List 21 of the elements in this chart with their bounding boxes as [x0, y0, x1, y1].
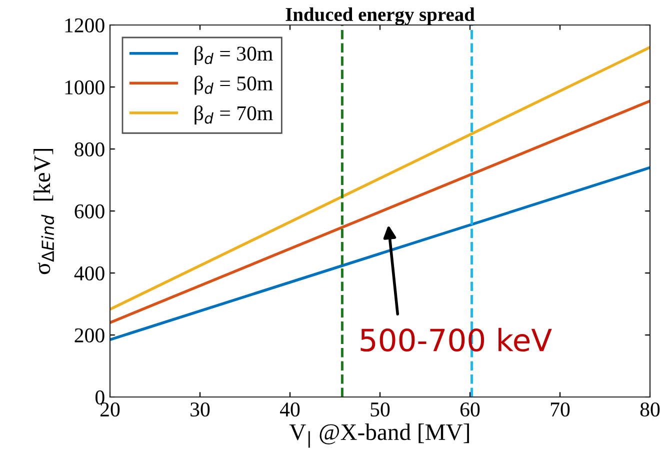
y-tick-label: 800: [74, 142, 104, 156]
y-tick-label: 200: [74, 328, 104, 342]
y-tick-label: 1000: [65, 80, 104, 94]
y-tick-label: 600: [74, 204, 104, 218]
y-tick-label: 400: [74, 266, 104, 280]
x-tick-label: 80: [640, 402, 660, 417]
x-axis-title: V$_{|}$ @X-band [MV]: [289, 424, 469, 448]
x-tick-label: 40: [280, 402, 300, 417]
y-tick-label: 0: [96, 390, 104, 404]
x-tick-label: 30: [190, 402, 210, 417]
chart-title: Induced energy spread: [286, 7, 475, 26]
y-axis-title: σ$_{ΔEind}$ [keV]: [34, 148, 54, 274]
x-tick-label: 60: [460, 402, 480, 417]
annotation: 500-700 keV: [360, 328, 552, 352]
x-tick-label: 70: [550, 402, 570, 417]
legend-label: β$_{d}$ = 70m: [194, 105, 273, 125]
legend-label: β$_{d}$ = 30m: [194, 46, 273, 65]
y-tick-label: 1200: [65, 18, 104, 32]
x-tick-label: 20: [100, 402, 120, 417]
x-tick-label: 50: [370, 402, 390, 417]
legend-label: β$_{d}$ = 50m: [194, 76, 273, 95]
